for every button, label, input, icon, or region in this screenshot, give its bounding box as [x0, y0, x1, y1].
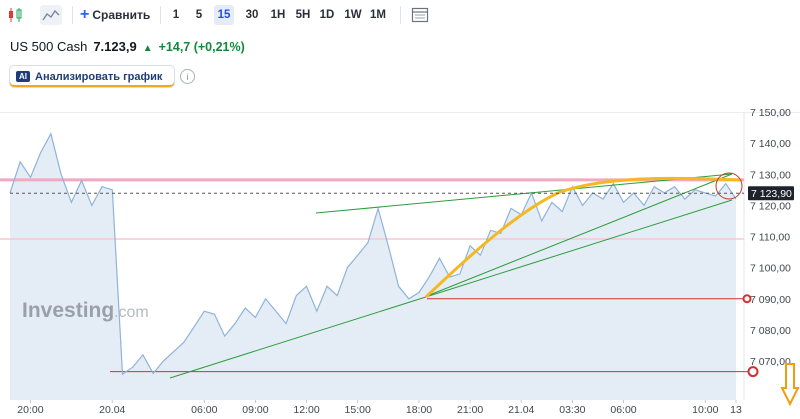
- current-price-badge: 7 123,90: [748, 186, 794, 201]
- price-axis: 7 150,00 7 140,00 7 130,00 7 120,00 7 110,00…: [750, 107, 791, 368]
- last-price: 7.123,9: [93, 39, 137, 54]
- price-tick-label: 7 150,00: [750, 107, 791, 119]
- time-tick-label: 03:30: [559, 404, 585, 416]
- info-icon[interactable]: i: [180, 69, 195, 84]
- timeframe-button-1h[interactable]: 1H: [270, 9, 286, 21]
- timeframe-button-30[interactable]: 30: [245, 9, 259, 21]
- timeframe-button-5h[interactable]: 5H: [295, 9, 311, 21]
- watermark-brand: Investing: [22, 299, 114, 322]
- analyze-chart-label: Анализировать график: [35, 70, 163, 83]
- time-tick-label: 15:00: [345, 404, 371, 416]
- chart-toolbar: + Сравнить 1 5 15 30 1H 5H 1D 1W 1M: [0, 0, 440, 30]
- price-line: [9, 132, 737, 376]
- trend-line-lower[interactable]: [169, 199, 733, 379]
- price-tick-label: 7 070,00: [750, 356, 791, 368]
- area-chart-icon[interactable]: [40, 5, 62, 25]
- toolbar-divider: [400, 6, 401, 24]
- time-tick-label: 18:00: [406, 404, 432, 416]
- time-tick-label: 13: [730, 404, 742, 416]
- plus-icon: +: [80, 6, 90, 23]
- timeframe-button-5[interactable]: 5: [195, 9, 203, 21]
- candlestick-icon[interactable]: [6, 6, 24, 24]
- compare-button[interactable]: + Сравнить: [80, 5, 150, 25]
- price-tick-label: 7 080,00: [750, 325, 791, 337]
- toolbar-divider: [160, 6, 161, 24]
- time-tick-label: 20.04: [99, 404, 125, 416]
- time-tick-label: 09:00: [242, 404, 268, 416]
- time-tick-label: 21.04: [508, 404, 534, 416]
- price-tick-label: 7 130,00: [750, 169, 791, 181]
- price-area-fill: [10, 133, 736, 401]
- trend-line-short[interactable]: [315, 173, 733, 214]
- time-tick-label: 06:00: [191, 404, 217, 416]
- toolbar-divider: [72, 6, 73, 24]
- investing-watermark: Investing .com: [22, 299, 149, 322]
- time-tick-label: 20:00: [17, 404, 43, 416]
- chart-top-border: [0, 112, 800, 113]
- calendar-table-icon[interactable]: [411, 7, 429, 23]
- quote-header: US 500 Cash 7.123,9 ▲ +14,7 (+0,21%): [10, 39, 245, 54]
- rounding-curve[interactable]: [425, 176, 742, 298]
- price-tick-label: 7 100,00: [750, 263, 791, 275]
- analyze-chart-button[interactable]: AI Анализировать график: [9, 65, 175, 88]
- ai-badge-icon: AI: [16, 71, 30, 82]
- price-tick-label: 7 140,00: [750, 138, 791, 150]
- time-axis: 20:00 20.04 06:00 09:00 12:00 15:00 18:00 21:00…: [17, 400, 742, 416]
- price-tick-label: 7 120,00: [750, 200, 791, 212]
- time-tick-label: 10:00: [692, 404, 718, 416]
- down-arrow-icon: [780, 363, 800, 407]
- current-price-label: 7 123,90: [751, 188, 792, 200]
- timeframe-button-1w[interactable]: 1W: [344, 9, 362, 21]
- price-change: +14,7 (+0,21%): [158, 40, 245, 54]
- time-tick-label: 06:00: [610, 404, 636, 416]
- timeframe-button-1d[interactable]: 1D: [319, 9, 335, 21]
- timeframe-button-1m[interactable]: 1M: [370, 9, 386, 21]
- price-tick-label: 7 110,00: [750, 232, 790, 244]
- level-marker-7090[interactable]: [742, 294, 752, 304]
- timeframe-button-15[interactable]: 15: [214, 5, 234, 25]
- up-arrow-icon: ▲: [142, 43, 153, 54]
- time-tick-label: 21:00: [457, 404, 483, 416]
- compare-label: Сравнить: [92, 8, 151, 22]
- watermark-suffix: .com: [114, 304, 149, 321]
- level-marker-7066[interactable]: [747, 366, 759, 378]
- trend-line-upper[interactable]: [426, 173, 733, 297]
- highlight-circle: [715, 172, 743, 200]
- timeframe-button-1[interactable]: 1: [172, 9, 180, 21]
- price-tick-label: 7 090,00: [750, 294, 791, 306]
- instrument-name: US 500 Cash: [10, 39, 88, 54]
- time-tick-label: 12:00: [293, 404, 319, 416]
